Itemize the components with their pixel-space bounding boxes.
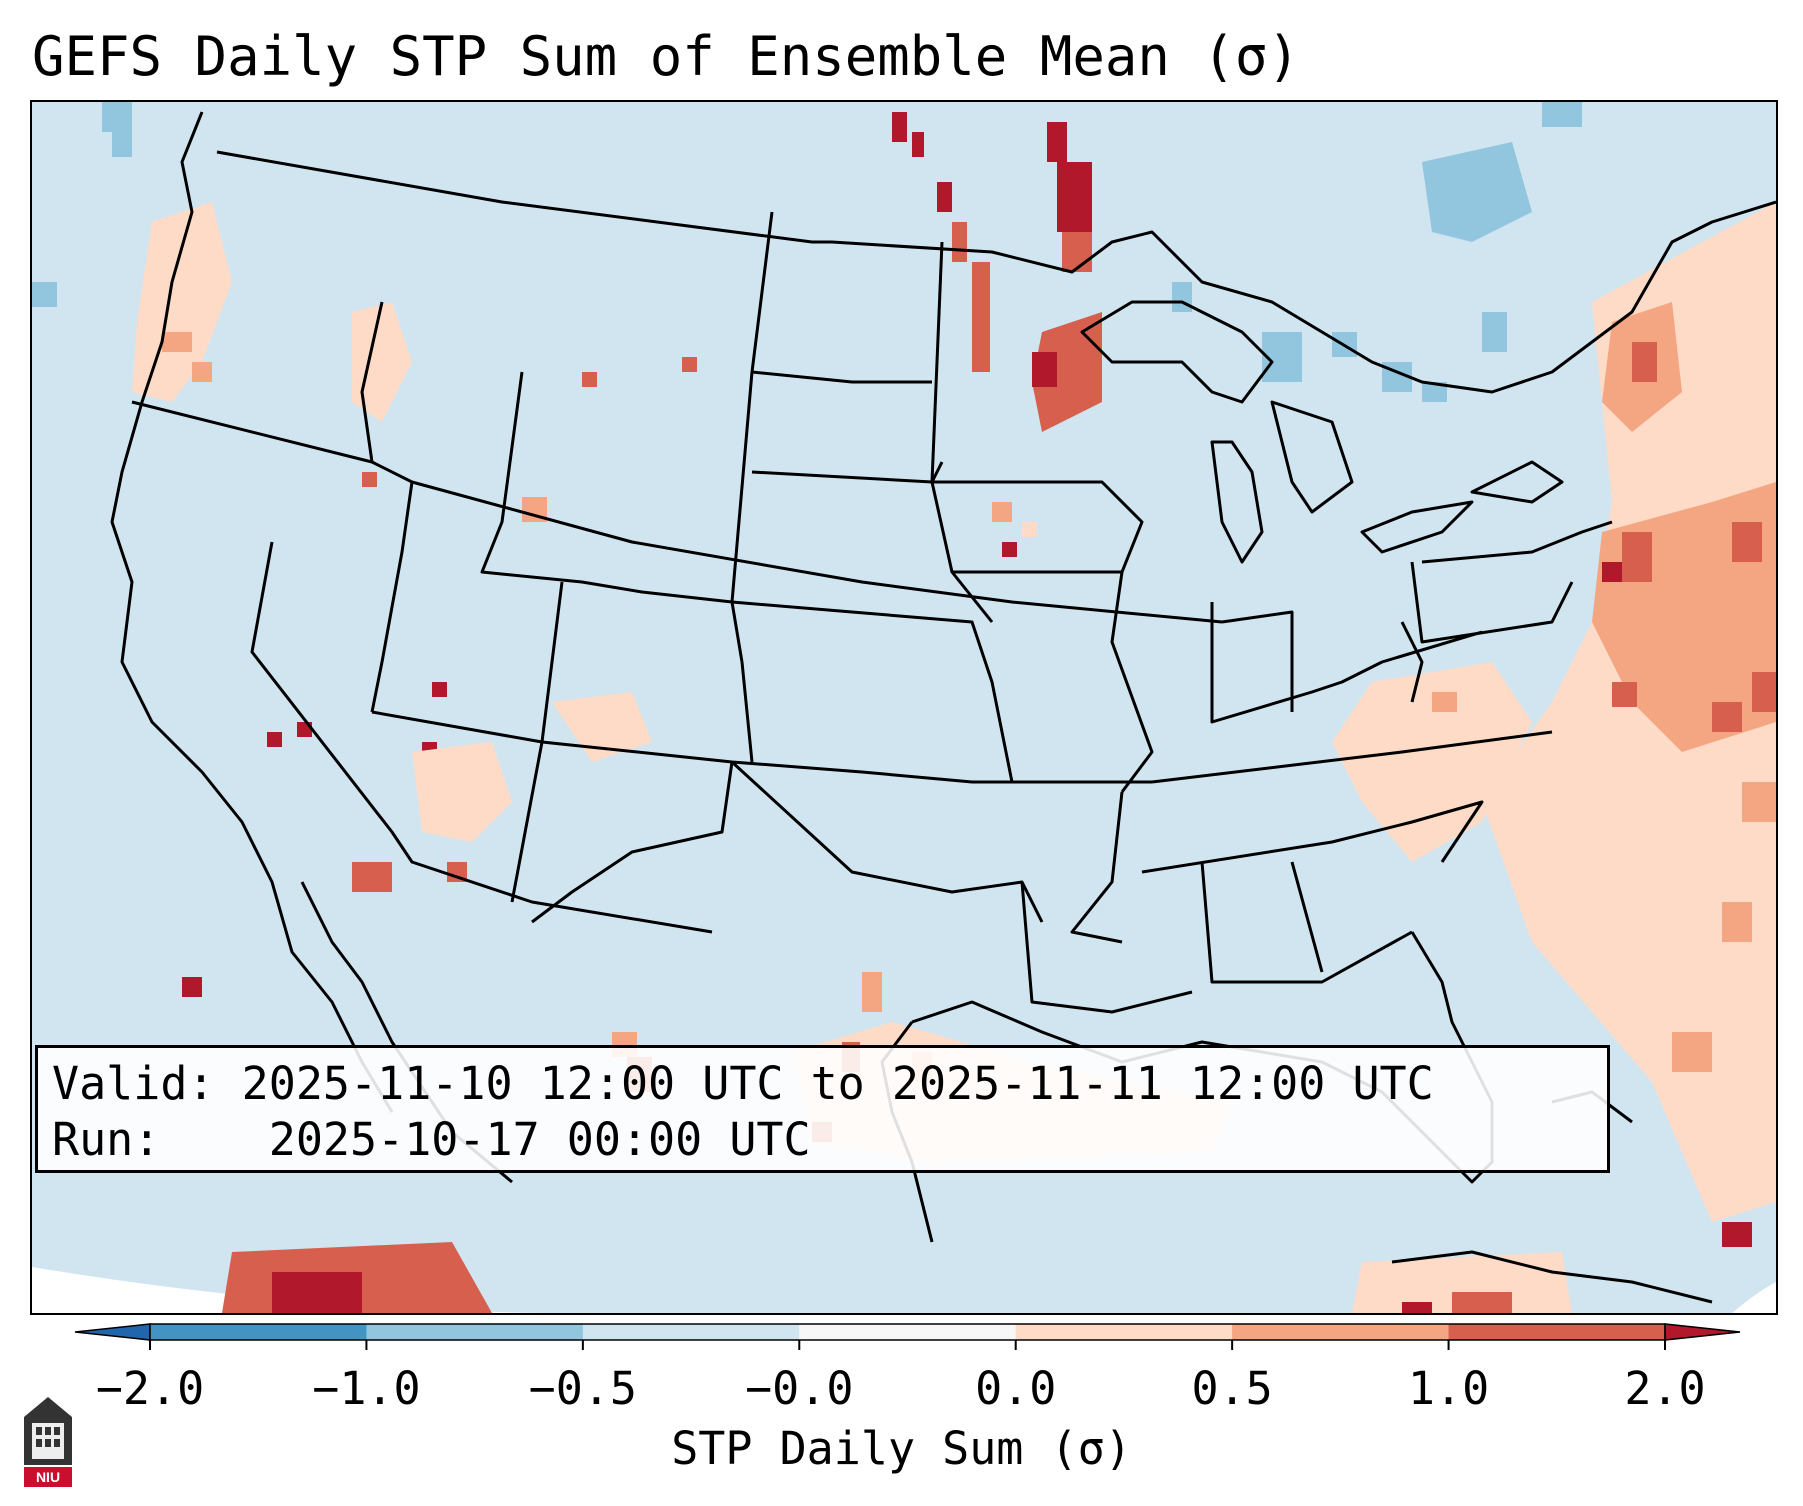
university-building-icon [24, 1397, 72, 1487]
colorbar-tick-label: 0.5 [1191, 1362, 1273, 1415]
map-title: GEFS Daily STP Sum of Ensemble Mean (σ) [32, 25, 1300, 88]
valid-value: 2025-11-10 12:00 UTC to 2025-11-11 12:00… [241, 1057, 1434, 1110]
colorbar-bin [799, 1324, 1017, 1340]
colorbar-extend-low [74, 1323, 151, 1341]
colorbar-tick-label: 2.0 [1624, 1362, 1706, 1415]
colorbar-bin [1448, 1324, 1666, 1340]
valid-label: Valid: [52, 1057, 215, 1110]
colorbar-tick-label: −1.0 [312, 1362, 421, 1415]
colorbar-bin [366, 1324, 584, 1340]
colorbar-label: STP Daily Sum (σ) [671, 1422, 1132, 1475]
run-label: Run: [52, 1113, 161, 1166]
state-boundaries [110, 111, 1776, 1304]
colorbar-tick-label: −0.0 [745, 1362, 854, 1415]
colorbar-tick-label: −2.0 [95, 1362, 205, 1415]
colorbar-tick-label: 0.0 [975, 1362, 1057, 1415]
university-logo: NIU [24, 1397, 72, 1487]
valid-row: Valid: 2025-11-10 12:00 UTC to 2025-11-1… [52, 1056, 1593, 1112]
colorbar-tick-label: 1.0 [1407, 1362, 1490, 1415]
logo-text: NIU [36, 1469, 60, 1485]
colorbar-bin [1015, 1324, 1233, 1340]
run-value: 2025-10-17 00:00 UTC [268, 1113, 811, 1166]
projection-edge [32, 1267, 632, 1313]
colorbar-extend-high [1664, 1323, 1741, 1341]
colorbar-bin [1232, 1324, 1450, 1340]
colorbar-bin [582, 1324, 800, 1340]
valid-run-info-box: Valid: 2025-11-10 12:00 UTC to 2025-11-1… [35, 1045, 1610, 1173]
colorbar-tick-label: −0.5 [528, 1362, 638, 1415]
run-row: Run: 2025-10-17 00:00 UTC [52, 1112, 1593, 1168]
colorbar-bin [150, 1324, 367, 1340]
anomaly-field [32, 102, 1776, 1313]
